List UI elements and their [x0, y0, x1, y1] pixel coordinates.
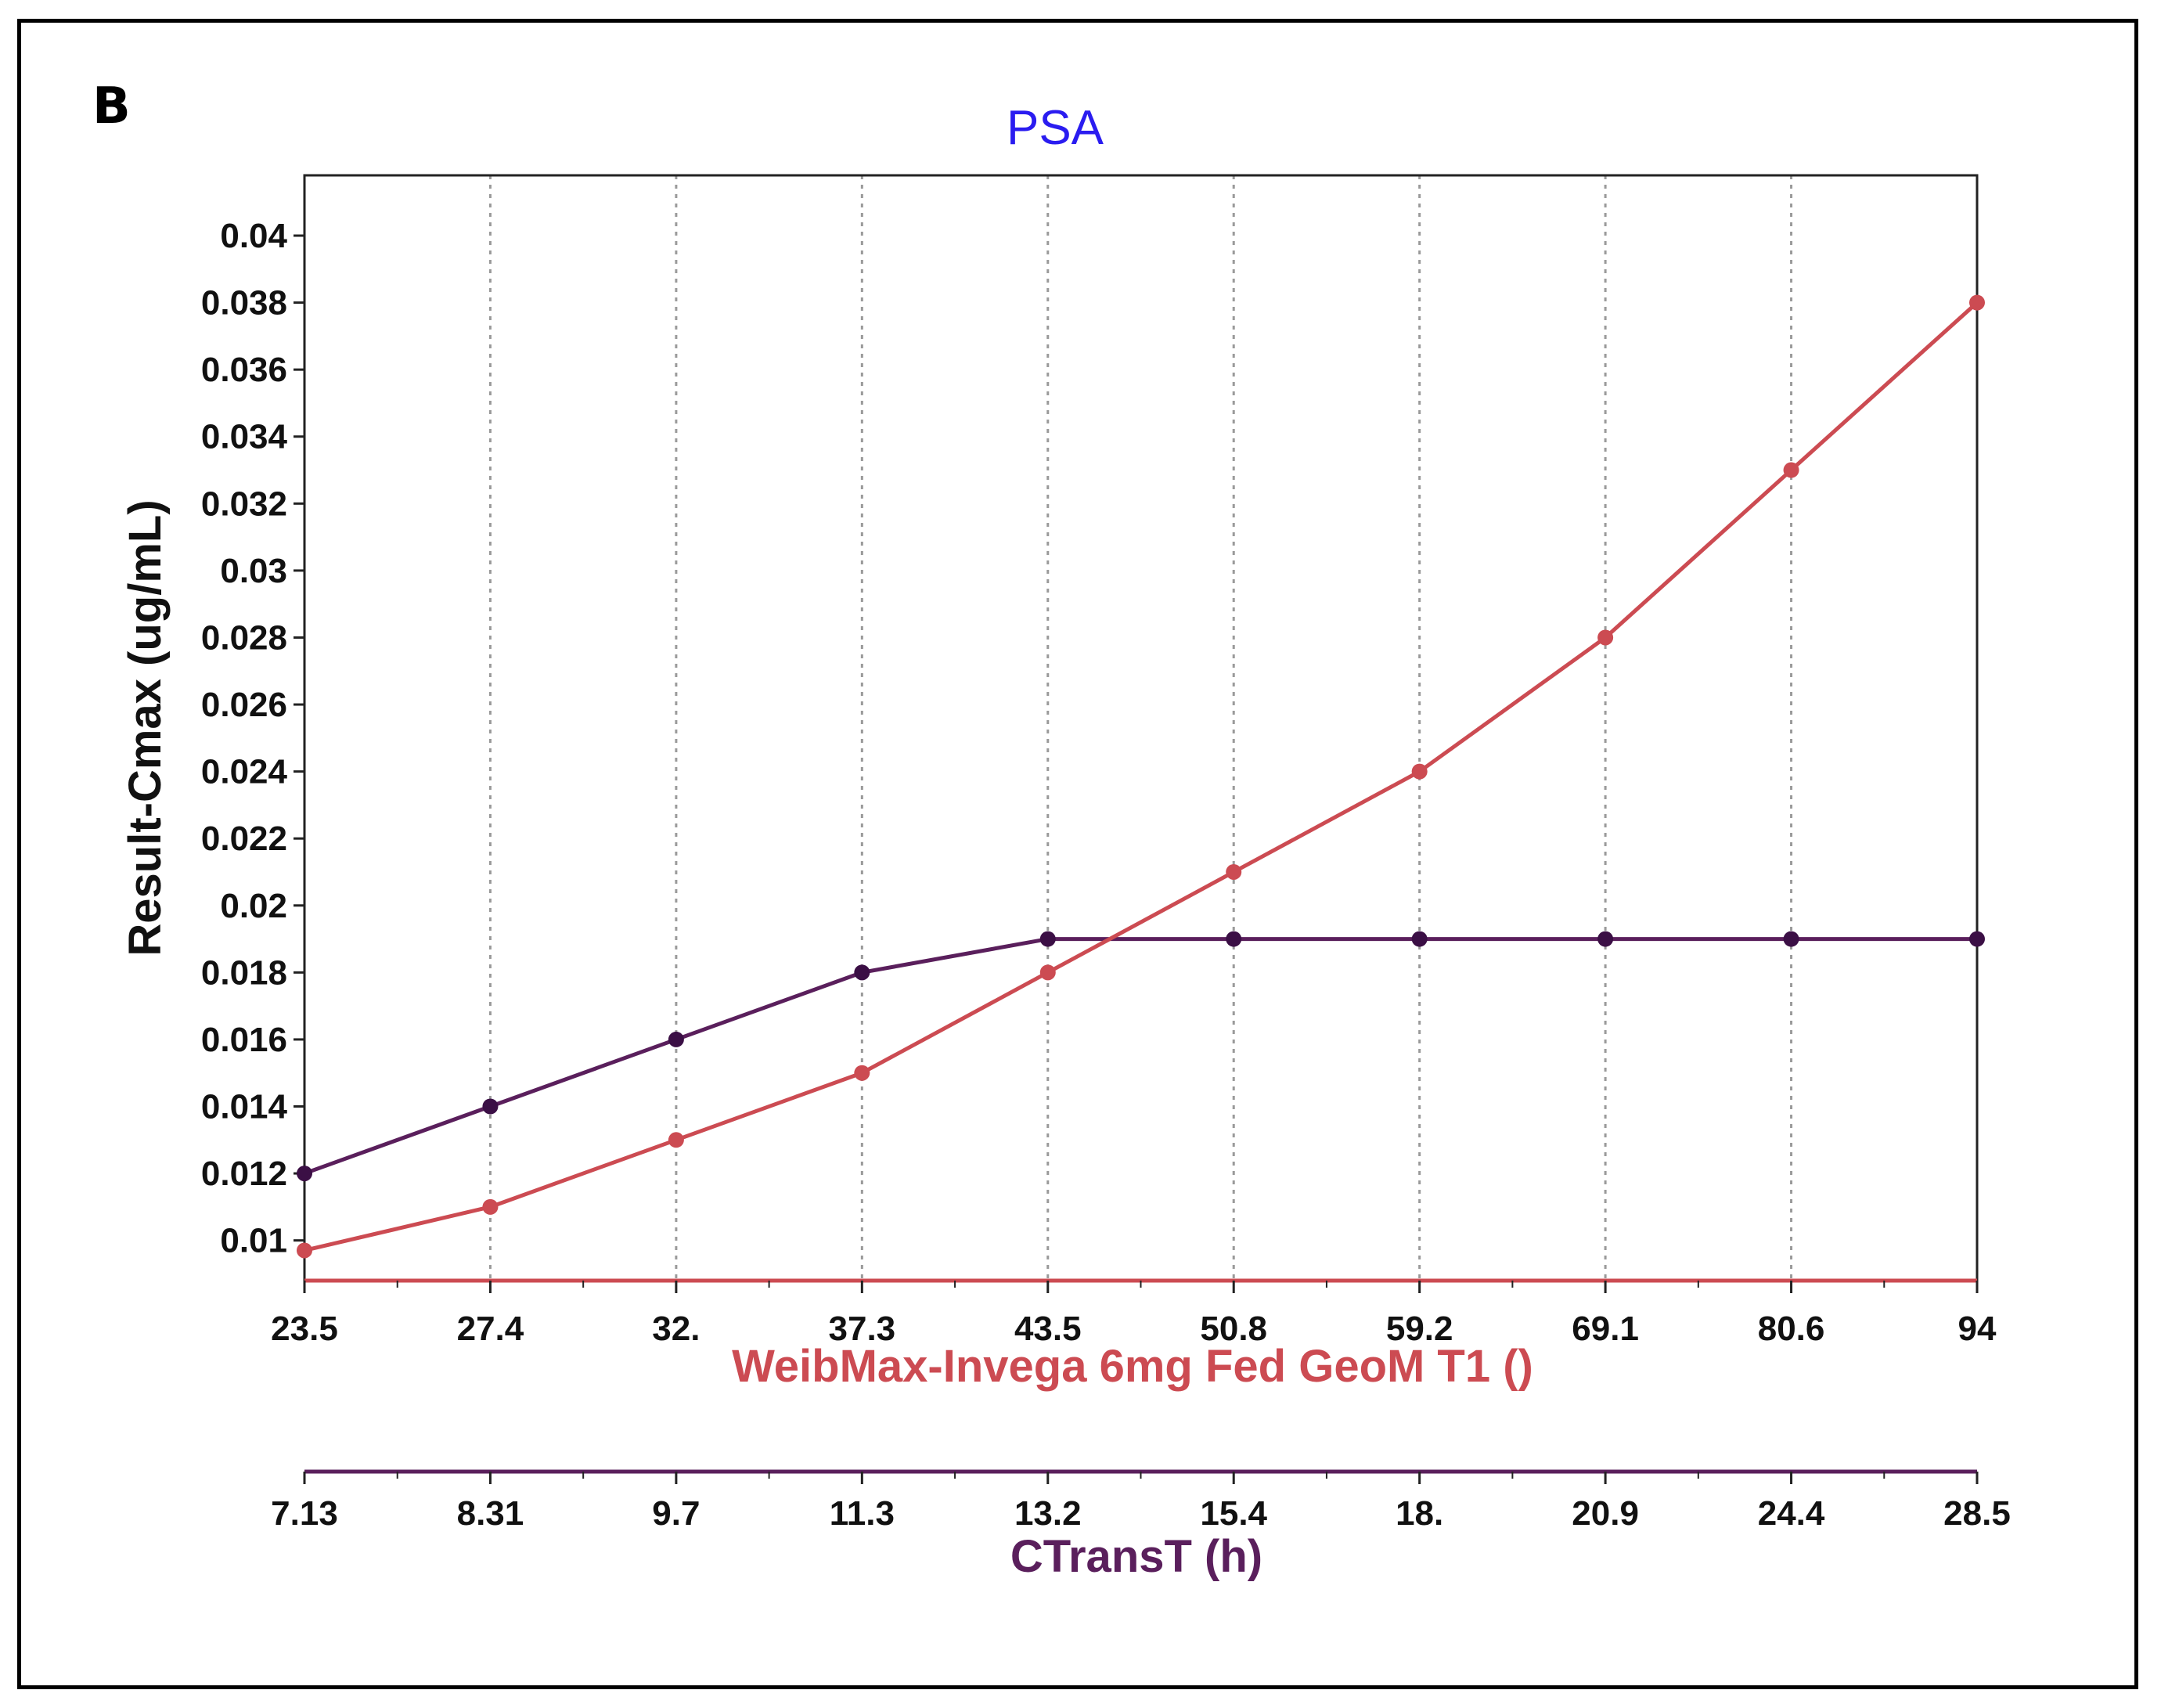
data-point-purple: [854, 964, 870, 981]
grid: [488, 175, 1793, 1281]
data-point-red: [1783, 462, 1799, 478]
data-point-red: [854, 1065, 870, 1081]
data-point-purple: [668, 1031, 684, 1047]
x-tick-label: 43.5: [1014, 1310, 1082, 1348]
x2-tick-label: 8.31: [457, 1494, 524, 1533]
y-tick-label: 0.014: [201, 1088, 288, 1126]
data-point-red: [482, 1198, 499, 1215]
y-tick-label: 0.03: [220, 552, 287, 590]
data-point-red: [1039, 964, 1056, 981]
x-axis-primary-title: WeibMax-Invega 6mg Fed GeoM T1 (): [732, 1341, 1533, 1392]
y-tick-label: 0.032: [201, 485, 287, 523]
y-tick-label: 0.04: [220, 217, 287, 255]
panel-label: B: [92, 77, 131, 135]
x-tick-label: 59.2: [1386, 1310, 1453, 1348]
y-tick-label: 0.038: [201, 284, 287, 323]
x2-tick-label: 13.2: [1014, 1494, 1082, 1533]
x-axis-primary: 23.5 27.4 32. 37.3 43.5 50.8 59.2 69.1 80.6 94: [271, 1278, 1997, 1348]
chart-title: PSA: [1007, 101, 1104, 155]
x-tick-label: 32.: [652, 1310, 700, 1348]
y-tick-label: 0.028: [201, 618, 287, 657]
y-tick-label: 0.012: [201, 1155, 287, 1193]
x-tick-label: 27.4: [457, 1310, 524, 1348]
series-line-red: [304, 301, 1979, 1252]
data-point-purple: [1039, 931, 1056, 947]
y-tick-label: 0.018: [201, 953, 287, 992]
x-axis-secondary-title: CTransT (h): [1010, 1531, 1262, 1582]
y-tick-label: 0.036: [201, 351, 287, 389]
series-line-purple: [304, 937, 1977, 1176]
data-point-purple: [1411, 931, 1428, 947]
data-point-purple: [1597, 931, 1614, 947]
x-tick-label: 80.6: [1758, 1310, 1825, 1348]
x-axis-secondary: 7.13 8.31 9.7 11.3 13.2 15.4 18. 20.9 24.4 28.5: [271, 1469, 2011, 1533]
data-point-red: [1411, 763, 1428, 780]
data-point-purple: [1226, 931, 1242, 947]
y-tick-label: 0.026: [201, 686, 287, 724]
plot-area: [303, 174, 1979, 1282]
x2-tick-label: 20.9: [1572, 1494, 1639, 1533]
x2-tick-label: 9.7: [652, 1494, 700, 1533]
y-axis-title: Result-Cmax (ug/mL): [120, 499, 171, 956]
data-point-purple: [482, 1098, 499, 1115]
x-tick-label: 37.3: [829, 1310, 896, 1348]
x-tick-label: 23.5: [271, 1310, 338, 1348]
x-tick-label: 94: [1958, 1310, 1997, 1348]
x-tick-label: 69.1: [1572, 1310, 1639, 1348]
y-axis: 0.01 0.012 0.014 0.016 0.018 0.02 0.022 0.024 0.…: [201, 217, 304, 1260]
x2-tick-label: 7.13: [271, 1494, 338, 1533]
y-tick-label: 0.02: [220, 887, 287, 925]
data-point-red: [1226, 863, 1242, 880]
x2-tick-label: 11.3: [830, 1494, 895, 1533]
x2-tick-label: 28.5: [1943, 1494, 2011, 1533]
data-point-red: [668, 1132, 684, 1148]
figure-frame: [17, 19, 2138, 1689]
y-tick-label: 0.016: [201, 1021, 287, 1059]
data-point-red: [1969, 294, 1985, 311]
x-tick-label: 50.8: [1200, 1310, 1267, 1348]
data-point-red: [1597, 629, 1614, 646]
y-tick-label: 0.01: [220, 1222, 287, 1260]
x2-tick-label: 15.4: [1200, 1494, 1267, 1533]
y-tick-label: 0.034: [201, 418, 288, 456]
y-tick-label: 0.024: [201, 753, 288, 791]
series-layer: [297, 294, 1985, 1259]
data-point-purple: [297, 1166, 312, 1182]
data-point-red: [297, 1242, 312, 1259]
x2-tick-label: 24.4: [1758, 1494, 1825, 1533]
y-tick-label: 0.022: [201, 820, 287, 858]
data-point-purple: [1783, 931, 1799, 947]
x2-tick-label: 18.: [1396, 1494, 1443, 1533]
data-point-purple: [1969, 931, 1985, 947]
